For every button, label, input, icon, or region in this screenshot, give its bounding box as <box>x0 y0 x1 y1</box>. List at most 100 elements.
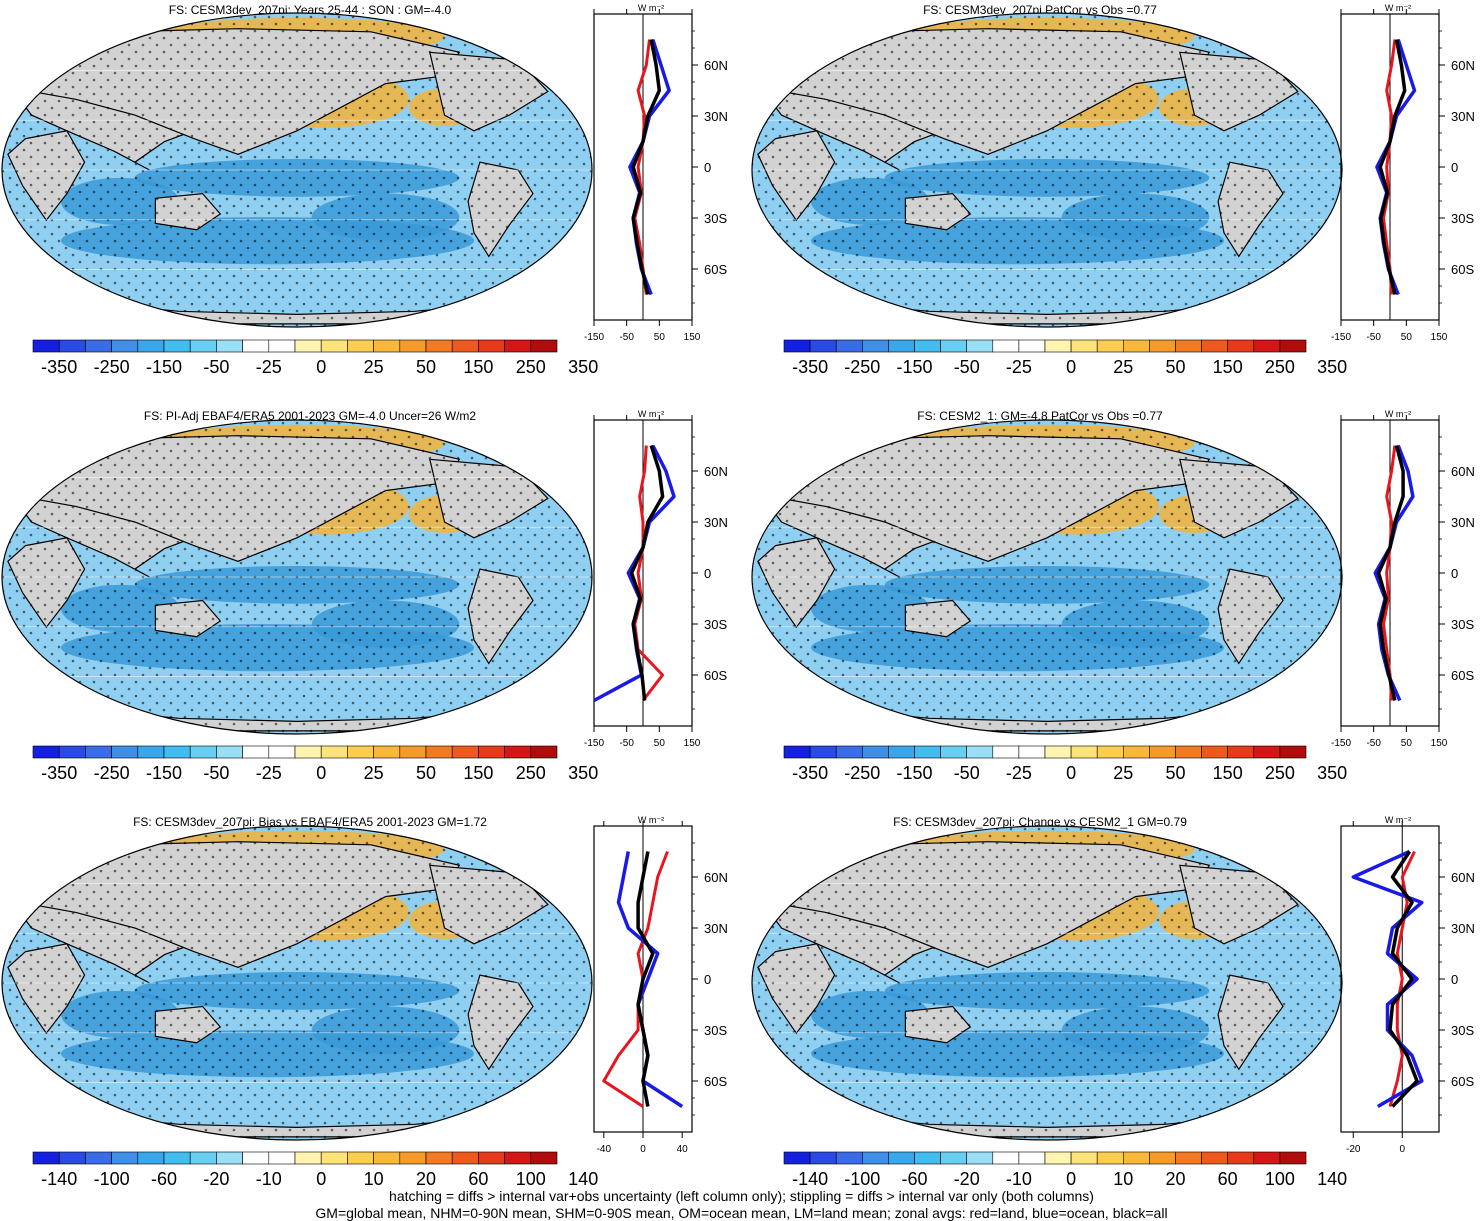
zonal-ocean-line <box>616 851 684 1108</box>
colorbar-tick-label: -150 <box>896 357 932 377</box>
zonal-x-tick-label: 50 <box>1401 332 1413 343</box>
colorbar-tick-label: -350 <box>792 763 828 783</box>
colorbar-swatch <box>1201 745 1228 759</box>
zonal-lat-label: 60S <box>704 262 727 277</box>
colorbar-tick-label: -250 <box>844 357 880 377</box>
colorbar-tick-label: 150 <box>463 763 493 783</box>
colorbar-tick-label: 100 <box>516 1169 546 1189</box>
colorbar-swatch <box>1070 339 1098 353</box>
colorbar-swatch <box>399 745 427 759</box>
colorbar-swatch <box>425 1151 453 1165</box>
colorbar-tick-label: 50 <box>1165 763 1185 783</box>
panel-6-title: FS: CESM3dev_207pi: Change vs CESM2_1 GM… <box>893 815 1187 829</box>
zonal-ocean-line <box>1375 38 1417 296</box>
colorbar-swatch <box>320 1151 348 1165</box>
zonal-lat-label: 0 <box>704 160 711 175</box>
colorbar-swatch <box>163 745 191 759</box>
colorbar-swatch <box>809 1151 837 1165</box>
colorbar-swatch <box>58 339 86 353</box>
colorbar-swatch <box>783 745 811 759</box>
colorbar-swatch <box>1279 745 1307 759</box>
zonal-lat-label: 60S <box>704 668 727 683</box>
zonal-x-tick-label: -40 <box>597 1144 612 1155</box>
colorbar-tick-label: 60 <box>1218 1169 1238 1189</box>
colorbar-tick-label: 150 <box>463 357 493 377</box>
colorbar-swatch <box>32 1151 60 1165</box>
footer-line-1: hatching = diffs > internal var+obs unce… <box>389 1188 1094 1204</box>
zonal-all-line <box>1378 39 1407 295</box>
zonal-lat-label: 0 <box>704 972 711 987</box>
colorbar-swatch <box>1253 339 1281 353</box>
colorbar-tick-label: -140 <box>792 1169 828 1189</box>
colorbar-swatch <box>888 745 915 759</box>
colorbar-swatch <box>530 339 558 353</box>
colorbar-swatch <box>1096 745 1124 759</box>
zonal-lat-label: 60S <box>704 1074 727 1089</box>
colorbar-tick-label: 140 <box>1317 1169 1347 1189</box>
colorbar-tick-label: 25 <box>1113 763 1133 783</box>
colorbar-swatch <box>1175 745 1202 759</box>
colorbar-swatch <box>504 745 532 759</box>
zonal-ocean-line <box>628 38 671 296</box>
map-border <box>751 419 1343 735</box>
colorbar-tick-label: 350 <box>568 763 598 783</box>
colorbar-tick-label: 250 <box>516 763 546 783</box>
colorbar-tick-label: -25 <box>256 763 282 783</box>
colorbar-swatch <box>1123 1151 1150 1165</box>
colorbar-swatch <box>1018 1151 1046 1165</box>
colorbar-swatch <box>137 339 165 353</box>
zonal-lat-label: 30N <box>1451 515 1475 530</box>
colorbar-tick-label: -10 <box>256 1169 282 1189</box>
colorbar-swatch <box>940 339 967 353</box>
colorbar-tick-label: 50 <box>416 357 436 377</box>
zonal-land-line <box>602 850 669 1108</box>
colorbar-tick-label: -140 <box>41 1169 77 1189</box>
colorbar-tick-label: -50 <box>954 357 980 377</box>
colorbar-swatch <box>137 745 165 759</box>
colorbar-tick-label: 10 <box>364 1169 384 1189</box>
colorbar-tick-label: -20 <box>203 1169 229 1189</box>
colorbar-swatch <box>1123 745 1150 759</box>
colorbar-tick-label: 250 <box>1265 357 1295 377</box>
colorbar-tick-label: 250 <box>516 357 546 377</box>
map-p1 <box>1 12 593 328</box>
zonal-land-line <box>633 445 665 702</box>
colorbar-swatch <box>347 339 374 353</box>
colorbar-p4: -350 -250 -150 -50 -25 0 25 50 150 250 350 <box>783 745 1347 783</box>
colorbar-tick-label: -150 <box>146 763 182 783</box>
zonal-lat-label: 60N <box>1451 58 1475 73</box>
colorbar-swatch <box>1149 1151 1176 1165</box>
colorbar-tick-label: 100 <box>1265 1169 1295 1189</box>
zonal-x-tick-label: 50 <box>654 332 666 343</box>
colorbar-swatch <box>504 339 532 353</box>
zonal-unit-label: W m⁻² <box>1385 3 1411 13</box>
colorbar-swatch <box>1227 745 1255 759</box>
colorbar-tick-label: -60 <box>901 1169 927 1189</box>
colorbar-swatch <box>425 339 453 353</box>
colorbar-tick-label: 140 <box>568 1169 598 1189</box>
colorbar-tick-label: 60 <box>468 1169 488 1189</box>
map-p6 <box>751 825 1343 1141</box>
colorbar-p5: -140 -100 -60 -20 -10 0 10 20 60 100 140 <box>32 1151 598 1189</box>
colorbar-p2: -350 -250 -150 -50 -25 0 25 50 150 250 350 <box>783 339 1347 377</box>
colorbar-swatch <box>809 339 837 353</box>
zonal-ocean-line <box>1373 444 1415 702</box>
colorbar-swatch <box>1070 1151 1098 1165</box>
colorbar-tick-label: -25 <box>256 357 282 377</box>
colorbar-tick-label: -100 <box>844 1169 880 1189</box>
zonal-x-tick-label: -50 <box>1366 332 1381 343</box>
colorbar-swatch <box>111 1151 139 1165</box>
zonal-x-tick-label: 0 <box>640 1144 646 1155</box>
zonal-x-tick-label: -150 <box>584 332 604 343</box>
colorbar-swatch <box>1253 745 1281 759</box>
colorbar-tick-label: 25 <box>364 357 384 377</box>
colorbar-swatch <box>835 1151 863 1165</box>
zonal-x-tick-label: 50 <box>654 738 666 749</box>
zonal-lat-label: 60N <box>704 870 728 885</box>
colorbar-tick-label: 0 <box>316 357 326 377</box>
colorbar-swatch <box>1018 745 1046 759</box>
colorbar-swatch <box>1096 1151 1124 1165</box>
colorbar-swatch <box>888 339 915 353</box>
zonal-plot-p6: W m⁻² -20 0 60N 30N 0 30S 60S <box>1340 815 1475 1155</box>
colorbar-swatch <box>451 1151 479 1165</box>
